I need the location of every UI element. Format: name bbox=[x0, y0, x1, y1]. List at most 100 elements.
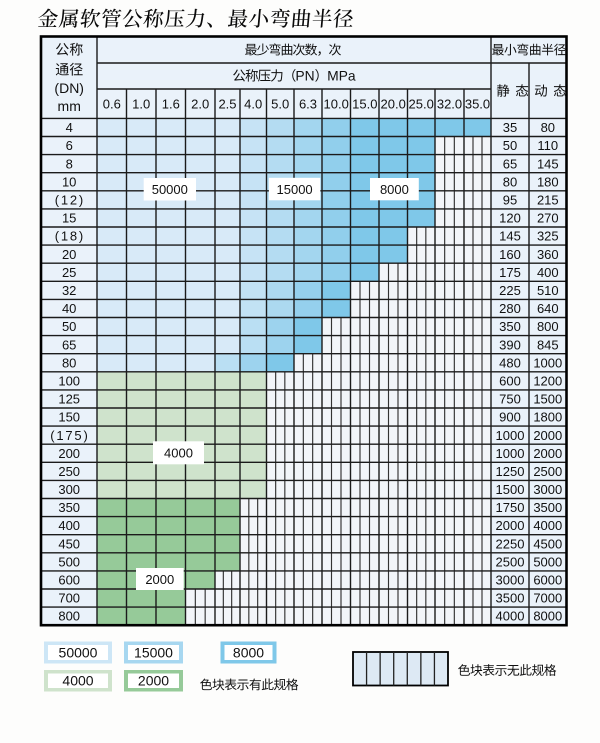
svg-text:300: 300 bbox=[58, 482, 80, 497]
svg-text:900: 900 bbox=[499, 410, 521, 425]
svg-text:225: 225 bbox=[499, 283, 521, 298]
svg-text:750: 750 bbox=[499, 392, 521, 407]
svg-text:1000: 1000 bbox=[496, 428, 525, 443]
svg-text:160: 160 bbox=[499, 247, 521, 262]
svg-text:600: 600 bbox=[499, 374, 521, 389]
svg-text:2000: 2000 bbox=[533, 446, 562, 461]
svg-text:32: 32 bbox=[62, 283, 76, 298]
svg-text:2500: 2500 bbox=[533, 464, 562, 479]
svg-text:10: 10 bbox=[62, 174, 76, 189]
svg-text:125: 125 bbox=[58, 392, 80, 407]
svg-text:0.6: 0.6 bbox=[103, 97, 121, 112]
svg-text:8000: 8000 bbox=[533, 609, 562, 624]
svg-text:1.0: 1.0 bbox=[132, 97, 150, 112]
svg-text:800: 800 bbox=[58, 609, 80, 624]
svg-text:25: 25 bbox=[62, 265, 76, 280]
svg-text:1500: 1500 bbox=[496, 482, 525, 497]
svg-text:700: 700 bbox=[58, 591, 80, 606]
svg-text:15000: 15000 bbox=[277, 182, 313, 197]
svg-text:1250: 1250 bbox=[496, 464, 525, 479]
svg-text:270: 270 bbox=[537, 211, 559, 226]
svg-text:3000: 3000 bbox=[496, 573, 525, 588]
svg-text:600: 600 bbox=[58, 573, 80, 588]
svg-text:5.0: 5.0 bbox=[271, 97, 289, 112]
svg-text:1200: 1200 bbox=[533, 374, 562, 389]
svg-text:15.0: 15.0 bbox=[352, 97, 377, 112]
svg-text:80: 80 bbox=[503, 174, 517, 189]
svg-text:40: 40 bbox=[62, 301, 76, 316]
svg-text:(175): (175) bbox=[50, 428, 89, 443]
svg-text:150: 150 bbox=[58, 410, 80, 425]
svg-text:4000: 4000 bbox=[533, 518, 562, 533]
svg-text:20: 20 bbox=[62, 247, 76, 262]
svg-text:360: 360 bbox=[537, 247, 559, 262]
svg-text:32.0: 32.0 bbox=[437, 97, 462, 112]
svg-text:50000: 50000 bbox=[59, 644, 98, 660]
svg-text:mm: mm bbox=[58, 98, 81, 114]
svg-text:110: 110 bbox=[537, 138, 558, 153]
svg-text:280: 280 bbox=[499, 301, 521, 316]
svg-text:200: 200 bbox=[58, 446, 80, 461]
svg-text:390: 390 bbox=[499, 337, 521, 352]
svg-text:1000: 1000 bbox=[533, 355, 562, 370]
svg-text:4000: 4000 bbox=[164, 446, 193, 461]
svg-text:350: 350 bbox=[499, 319, 521, 334]
svg-text:2.0: 2.0 bbox=[191, 97, 209, 112]
svg-text:25.0: 25.0 bbox=[409, 97, 434, 112]
svg-text:3000: 3000 bbox=[533, 482, 562, 497]
svg-text:6: 6 bbox=[66, 138, 73, 153]
svg-text:15000: 15000 bbox=[134, 644, 173, 660]
svg-text:8: 8 bbox=[66, 156, 73, 171]
svg-text:35.0: 35.0 bbox=[465, 97, 490, 112]
svg-text:(18): (18) bbox=[55, 229, 85, 244]
svg-text:50: 50 bbox=[62, 319, 76, 334]
svg-text:(DN): (DN) bbox=[54, 80, 84, 96]
svg-text:4000: 4000 bbox=[496, 609, 525, 624]
svg-text:65: 65 bbox=[503, 156, 517, 171]
svg-text:2500: 2500 bbox=[496, 554, 525, 569]
svg-text:450: 450 bbox=[58, 536, 80, 551]
svg-text:145: 145 bbox=[499, 229, 521, 244]
svg-text:35: 35 bbox=[503, 120, 517, 135]
svg-text:8000: 8000 bbox=[380, 182, 409, 197]
svg-text:50000: 50000 bbox=[152, 182, 188, 197]
svg-text:3500: 3500 bbox=[533, 500, 562, 515]
svg-text:250: 250 bbox=[58, 464, 80, 479]
svg-text:350: 350 bbox=[58, 500, 80, 515]
svg-text:845: 845 bbox=[537, 337, 559, 352]
svg-text:3500: 3500 bbox=[496, 591, 525, 606]
svg-text:800: 800 bbox=[537, 319, 559, 334]
svg-text:8000: 8000 bbox=[233, 644, 264, 660]
svg-text:4: 4 bbox=[66, 120, 73, 135]
svg-text:180: 180 bbox=[537, 174, 559, 189]
svg-text:120: 120 bbox=[499, 211, 521, 226]
svg-text:4500: 4500 bbox=[533, 536, 562, 551]
svg-text:6.3: 6.3 bbox=[299, 97, 317, 112]
svg-text:2000: 2000 bbox=[138, 673, 169, 689]
svg-text:20.0: 20.0 bbox=[381, 97, 406, 112]
svg-text:95: 95 bbox=[503, 193, 517, 208]
svg-text:480: 480 bbox=[499, 355, 521, 370]
svg-text:1.6: 1.6 bbox=[162, 97, 180, 112]
svg-text:(12): (12) bbox=[55, 193, 85, 208]
svg-text:4000: 4000 bbox=[62, 673, 93, 689]
svg-text:100: 100 bbox=[58, 374, 80, 389]
svg-text:10.0: 10.0 bbox=[324, 97, 349, 112]
svg-text:2000: 2000 bbox=[145, 572, 174, 587]
svg-text:510: 510 bbox=[537, 283, 559, 298]
svg-text:5000: 5000 bbox=[533, 554, 562, 569]
svg-text:400: 400 bbox=[537, 265, 559, 280]
svg-text:2000: 2000 bbox=[533, 428, 562, 443]
svg-text:80: 80 bbox=[62, 355, 76, 370]
svg-text:1750: 1750 bbox=[496, 500, 525, 515]
svg-text:1000: 1000 bbox=[496, 446, 525, 461]
svg-text:15: 15 bbox=[62, 211, 76, 226]
svg-text:2250: 2250 bbox=[496, 536, 525, 551]
svg-text:325: 325 bbox=[537, 229, 559, 244]
svg-text:6000: 6000 bbox=[533, 573, 562, 588]
svg-text:640: 640 bbox=[537, 301, 559, 316]
svg-text:500: 500 bbox=[58, 554, 80, 569]
svg-text:65: 65 bbox=[62, 337, 76, 352]
svg-text:7000: 7000 bbox=[533, 591, 562, 606]
svg-text:80: 80 bbox=[541, 120, 555, 135]
